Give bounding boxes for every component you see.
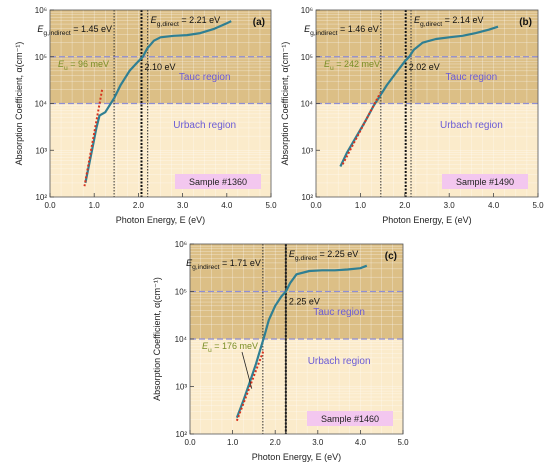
sample-label: Sample #1490 xyxy=(456,177,514,187)
direct-gap-label: Eg,direct = 2.21 eV xyxy=(151,15,220,28)
sample-label: Sample #1360 xyxy=(189,177,247,187)
y-tick-label: 10² xyxy=(35,193,47,202)
urbach-region-label: Urbach region xyxy=(308,356,371,367)
tauc-region-label: Tauc region xyxy=(446,72,498,83)
urbach-energy-pointer xyxy=(241,351,253,389)
crossing-energy-label: 2.25 eV xyxy=(289,297,320,307)
urbach-region-label: Urbach region xyxy=(173,120,236,131)
x-axis-label: Photon Energy, E (eV) xyxy=(382,215,471,225)
urbach-region-label: Urbach region xyxy=(440,120,503,131)
y-tick-label: 10⁶ xyxy=(301,6,313,15)
y-tick-label: 10⁴ xyxy=(175,335,188,344)
sample-badge xyxy=(175,174,261,189)
crossing-energy-label: 2.10 eV xyxy=(144,62,175,72)
y-tick-label: 10³ xyxy=(35,146,47,155)
tauc-region-label: Tauc region xyxy=(313,307,365,318)
x-tick-label: 2.0 xyxy=(133,201,145,210)
x-tick-label: 4.0 xyxy=(355,438,367,447)
sample-label: Sample #1460 xyxy=(321,414,379,424)
panel-2: 0.0 1.0 2.0 3.0 4.0 5.0 10² 10³ 10⁴ 10⁵ 10⁶ Photon … xyxy=(280,6,544,225)
y-tick-label: 10⁶ xyxy=(175,240,187,249)
x-tick-label: 0.0 xyxy=(310,201,322,210)
panel-label: (b) xyxy=(519,17,532,28)
y-tick-label: 10² xyxy=(175,430,187,439)
x-tick-label: 1.0 xyxy=(227,438,239,447)
x-tick-label: 4.0 xyxy=(488,201,500,210)
y-tick-label: 10⁵ xyxy=(301,53,313,62)
x-tick-label: 0.0 xyxy=(44,201,56,210)
x-tick-label: 2.0 xyxy=(399,201,411,210)
x-tick-label: 5.0 xyxy=(397,438,409,447)
panel-label: (a) xyxy=(253,17,265,28)
y-tick-label: 10³ xyxy=(301,146,313,155)
x-tick-label: 0.0 xyxy=(184,438,196,447)
x-tick-label: 5.0 xyxy=(265,201,277,210)
indirect-gap-label: Eg,indirect = 1.46 eV xyxy=(304,24,379,37)
x-tick-label: 3.0 xyxy=(177,201,189,210)
absorption-curve xyxy=(235,264,368,419)
urbach-energy-label: Eu = 176 meV xyxy=(202,341,258,354)
sample-badge xyxy=(307,411,393,426)
urbach-energy-label: Eu = 96 meV xyxy=(58,59,109,72)
y-tick-label: 10³ xyxy=(175,383,187,392)
x-tick-label: 5.0 xyxy=(532,201,544,210)
crossing-energy-label: 2.02 eV xyxy=(409,62,440,72)
x-tick-label: 4.0 xyxy=(221,201,233,210)
indirect-gap-label: Eg,indirect = 1.45 eV xyxy=(37,24,112,37)
panel-3: 0.0 1.0 2.0 3.0 4.0 5.0 10² 10³ 10⁴ 10⁵ 10⁶ Photon … xyxy=(152,240,409,462)
urbach-fit-line xyxy=(341,92,382,165)
x-axis-label: Photon Energy, E (eV) xyxy=(116,215,205,225)
x-axis-label: Photon Energy, E (eV) xyxy=(252,452,341,462)
panel-1: 0.0 1.0 2.0 3.0 4.0 5.0 10² 10³ 10⁴ 10⁵ 10⁶ Photon … xyxy=(14,6,277,225)
urbach-fit-line xyxy=(83,89,104,187)
y-tick-label: 10⁴ xyxy=(35,100,48,109)
urbach-fit-line xyxy=(235,350,265,422)
direct-gap-label: Eg,direct = 2.25 eV xyxy=(289,249,358,262)
sample-badge xyxy=(442,174,528,189)
panel-label: (c) xyxy=(385,251,397,262)
x-tick-label: 1.0 xyxy=(89,201,101,210)
y-axis-label: Absorption Coefficient, α(cm⁻¹) xyxy=(14,42,24,166)
x-tick-label: 1.0 xyxy=(355,201,367,210)
direct-gap-label: Eg,direct = 2.14 eV xyxy=(414,15,483,28)
y-tick-label: 10⁴ xyxy=(301,100,314,109)
y-axis-label: Absorption Coefficient, α(cm⁻¹) xyxy=(280,42,290,166)
x-tick-label: 2.0 xyxy=(270,438,282,447)
x-tick-label: 3.0 xyxy=(444,201,456,210)
indirect-gap-label: Eg,indirect = 1.71 eV xyxy=(186,258,261,271)
urbach-energy-label: Eu = 242 meV xyxy=(324,59,380,72)
tauc-region-label: Tauc region xyxy=(179,72,231,83)
y-tick-label: 10⁵ xyxy=(35,53,47,62)
y-tick-label: 10⁵ xyxy=(175,288,187,297)
y-tick-label: 10² xyxy=(301,193,313,202)
absorption-curve xyxy=(84,20,232,184)
y-axis-label: Absorption Coefficient, α(cm⁻¹) xyxy=(152,277,162,401)
y-tick-label: 10⁶ xyxy=(35,6,47,15)
x-tick-label: 3.0 xyxy=(312,438,324,447)
